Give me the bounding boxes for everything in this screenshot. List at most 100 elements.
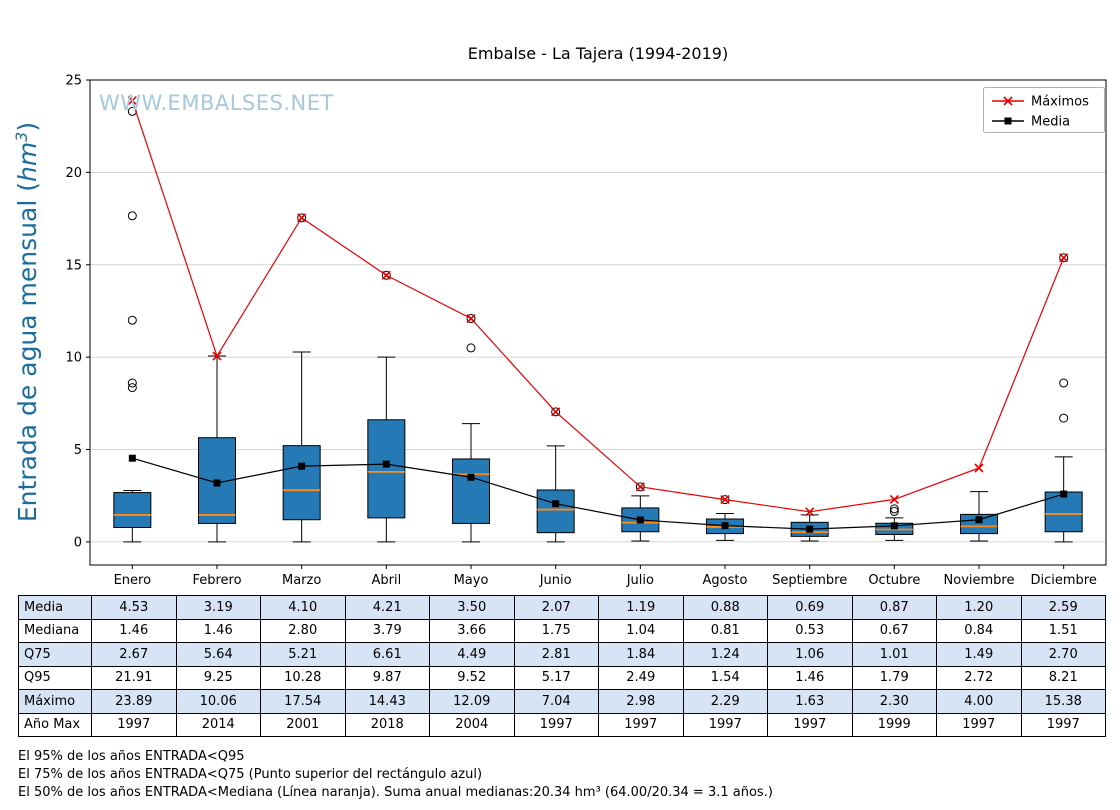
y-tick-label: 10 [65,351,82,366]
table-cell: 1997 [598,712,684,737]
table-cell: 2.49 [598,665,684,690]
table-cell: 5.64 [175,642,261,667]
table-cell: 1997 [936,712,1022,737]
x-tick-label: Agosto [703,573,748,588]
x-marker [212,351,222,361]
table-cell: 23.89 [91,689,177,714]
table-cell: 14.43 [344,689,430,714]
square-marker [721,522,729,530]
row-header: Media [18,595,92,620]
table-cell: 2.59 [1020,595,1106,620]
legend-label: Media [1031,115,1070,130]
table-cell: 2.07 [513,595,599,620]
table-cell: 21.91 [91,665,177,690]
table-cell: 1.04 [598,618,684,643]
table-cell: 0.67 [851,618,937,643]
box-noviembre [960,491,998,542]
outlier-marker [889,504,899,514]
table-cell: 2.81 [513,642,599,667]
x-tick-label: Mayo [454,573,489,588]
table-cell: 4.21 [344,595,430,620]
x-marker [974,463,984,473]
box-diciembre [1044,253,1083,543]
table-cell: 0.87 [851,595,937,620]
square-marker [128,454,136,462]
outlier-marker [466,343,476,353]
boxplots [113,106,1083,543]
table-cell: 0.88 [682,595,768,620]
square-marker [975,516,983,524]
x-tick-label: Octubre [868,573,920,588]
table-cell: 3.50 [429,595,515,620]
table-row: Mediana 1.46 1.46 2.80 3.79 3.66 1.75 1.04 0.81 0… [18,618,1106,643]
table-cell: 1.75 [513,618,599,643]
table-cell: 1.54 [682,665,768,690]
footnote: El 75% de los años ENTRADA<Q75 (Punto su… [18,767,483,782]
x-tick-label: Julio [626,573,654,588]
table-cell: 17.54 [260,689,346,714]
y-tick-label: 0 [74,535,82,550]
table-cell: 9.25 [175,665,261,690]
square-marker [382,460,390,468]
row-header: Q75 [18,642,92,667]
table-cell: 10.06 [175,689,261,714]
x-tick-label: Marzo [282,573,321,588]
row-header: Q95 [18,665,92,690]
y-tick-label: 25 [65,74,82,89]
y-axis: 0 5 10 15 20 25 [65,74,90,550]
table-cell: 2.70 [1020,642,1106,667]
table-cell: 10.28 [260,665,346,690]
table-cell: 1.06 [767,642,853,667]
box-abril [367,270,406,543]
legend-label: Máximos [1031,95,1089,110]
square-marker [467,473,475,481]
x-tick-label: Abril [371,573,401,588]
table-cell: 1.84 [598,642,684,667]
x-tick-label: Enero [114,573,152,588]
footnote: El 50% de los años ENTRADA<Mediana (Líne… [18,785,773,800]
row-header: Año Max [18,712,92,737]
square-marker [213,479,221,487]
x-tick-label: Febrero [192,573,241,588]
y-axis-label: Entrada de agua mensual (hm3) [12,122,42,522]
table-cell: 9.52 [429,665,515,690]
outlier-marker [127,383,137,393]
x-axis: Enero Febrero Marzo Abril Mayo Junio Julio Agos… [114,565,1097,588]
outlier-marker [381,270,391,280]
table-cell: 1.19 [598,595,684,620]
square-marker [890,522,898,530]
outlier-marker [551,407,561,417]
footnote: El 95% de los años ENTRADA<Q95 [18,749,245,764]
series-media [128,454,1068,533]
x-tick-label: Septiembre [772,573,847,588]
table-cell: 3.19 [175,595,261,620]
x-marker [466,313,476,324]
table-cell: 5.21 [260,642,346,667]
outlier-marker [1059,253,1069,263]
table-cell: 4.10 [260,595,346,620]
outlier-marker [127,378,137,388]
chart-title: Embalse - La Tajera (1994-2019) [467,44,729,63]
monthly-inflow-boxplot-chart: 0 5 10 15 20 25 Enero Febrero Marzo Abril Mayo Juni… [12,74,1107,588]
watermark: WWW.EMBALSES.NET [99,91,334,115]
y-tick-label: 5 [74,443,82,458]
table-cell: 1999 [851,712,937,737]
table-cell: 1997 [1020,712,1106,737]
x-marker [635,482,645,492]
stats-table-wrap: Media 4.53 3.19 4.10 4.21 3.50 2.07 1.19 0.88 0.6… [18,595,1106,737]
table-cell: 1.46 [175,618,261,643]
footnotes: El 95% de los años ENTRADA<Q95 El 75% de… [18,749,773,803]
square-marker [1060,490,1068,498]
x-marker [805,507,815,517]
square-marker [552,500,560,508]
box-mayo [452,314,490,543]
x-marker [127,95,137,106]
table-cell: 2004 [429,712,515,737]
x-marker [381,270,391,280]
x-marker [720,495,730,505]
x-marker [297,213,307,223]
legend-x-marker [1003,96,1013,106]
table-cell: 2.80 [260,618,346,643]
table-cell: 0.81 [682,618,768,643]
